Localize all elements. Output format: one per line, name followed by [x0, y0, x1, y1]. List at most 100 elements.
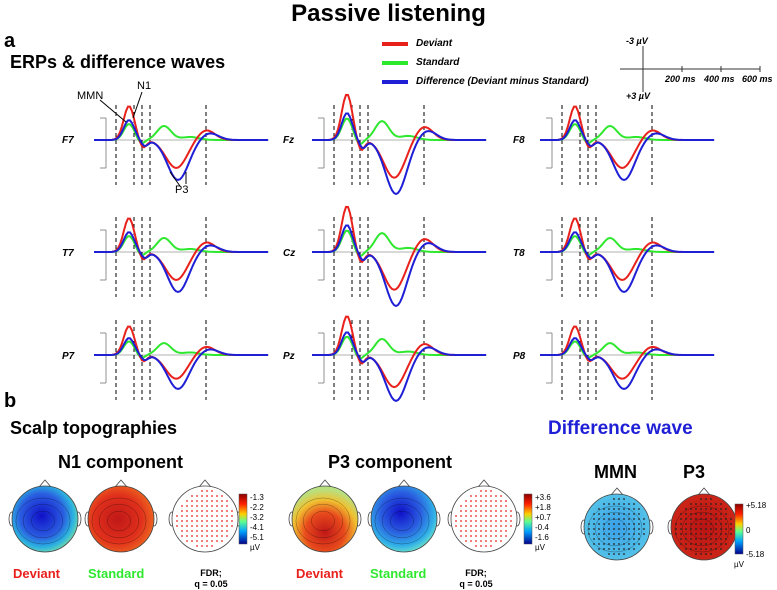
- n1-title: N1 component: [58, 452, 184, 472]
- topo-electrode-p3-fdr-49: [500, 515, 502, 517]
- scale-tick-600: 600 ms: [742, 74, 773, 84]
- n1-colorbar-labels: -1.3 -2.2 -3.2 -4.1 -5.1 µV: [250, 494, 264, 554]
- topo-electrode-p3-fdr-99: [480, 540, 482, 542]
- topo-electrode-diff-mmn-100: [618, 548, 620, 550]
- topo-scalp-n1-deviant: [11, 485, 79, 553]
- topo-electrode-diff-mmn-82: [623, 538, 625, 540]
- topo-electrode-diff-mmn-39: [643, 518, 645, 520]
- p3-colorbar-labels: +3.6 +1.8 +0.7 -0.4 -1.6 µV: [535, 494, 551, 554]
- topo-electrode-n1-fdr-83: [216, 530, 218, 532]
- topo-electrode-p3-fdr-33: [480, 510, 482, 512]
- topo-electrode-diff-p3-25: [710, 513, 712, 515]
- legend-standard: Standard: [382, 53, 589, 72]
- topo-electrode-n1-fdr-66: [186, 525, 188, 527]
- erp-difference-f7: [94, 119, 268, 182]
- erp-difference-fz: [312, 112, 486, 196]
- topo-contour-n1-standard-1: [98, 503, 139, 539]
- topo-electrode-diff-mmn-58: [618, 528, 620, 530]
- topo-electrode-diff-mmn-80: [613, 538, 615, 540]
- topo-electrode-n1-fdr-32: [196, 510, 198, 512]
- topo-electrode-n1-fdr-64: [176, 525, 178, 527]
- topo-electrode-diff-p3-48: [715, 523, 717, 525]
- topo-electrode-diff-p3-106: [705, 553, 707, 555]
- topo-electrode-diff-mmn-4: [608, 503, 610, 505]
- topo-contour-n1-standard-0: [107, 510, 131, 532]
- topo-electrode-p3-fdr-78: [470, 530, 472, 532]
- topo-electrode-n1-fdr-104: [196, 545, 198, 547]
- topo-electrode-n1-fdr-2: [211, 490, 213, 492]
- topo-electrode-n1-fdr-98: [196, 540, 198, 542]
- topo-electrode-n1-fdr-17: [221, 500, 223, 502]
- topo-electrode-p3-fdr-77: [465, 530, 467, 532]
- electrode-label-f8: F8: [513, 135, 525, 146]
- topo-contour-p3-deviant-1: [303, 503, 344, 539]
- erp-difference-p8: [540, 337, 714, 391]
- topo-contour-n1-deviant-0: [31, 510, 55, 532]
- topo-electrode-diff-mmn-68: [608, 533, 610, 535]
- legend-difference: Difference (Deviant minus Standard): [382, 72, 589, 91]
- topo-p3-fdr: [447, 479, 521, 553]
- p3-standard-label: Standard: [370, 566, 427, 581]
- topo-electrode-p3-fdr-43: [470, 515, 472, 517]
- topo-electrode-diff-p3-20: [685, 513, 687, 515]
- panel-b-letter: b: [4, 390, 17, 412]
- topo-electrode-p3-fdr-72: [495, 525, 497, 527]
- topo-electrode-n1-fdr-4: [196, 495, 198, 497]
- topo-electrode-n1-fdr-6: [206, 495, 208, 497]
- topo-electrode-p3-fdr-85: [505, 530, 507, 532]
- n1-cb-unit: µV: [250, 543, 260, 552]
- topo-electrode-p3-fdr-102: [495, 540, 497, 542]
- topo-electrode-p3-fdr-24: [485, 505, 487, 507]
- topo-electrode-p3-fdr-56: [475, 520, 477, 522]
- topo-electrode-diff-mmn-21: [603, 513, 605, 515]
- topo-electrode-p3-fdr-21: [470, 505, 472, 507]
- topo-contour-n1-deviant-2: [15, 497, 71, 545]
- topo-electrode-diff-p3-23: [700, 513, 702, 515]
- topo-electrode-p3-fdr-37: [500, 510, 502, 512]
- topo-electrode-diff-mmn-43: [603, 523, 605, 525]
- erp-plot-p8: [540, 320, 715, 400]
- topo-electrode-p3-fdr-106: [485, 545, 487, 547]
- topo-electrode-p3-fdr-54: [465, 520, 467, 522]
- p3-cb-label-3: -0.4: [535, 523, 549, 532]
- topo-electrode-diff-p3-92: [710, 543, 712, 545]
- topo-electrode-diff-mmn-8: [628, 503, 630, 505]
- topo-electrode-n1-fdr-65: [181, 525, 183, 527]
- erp-plot-t7: [94, 217, 269, 297]
- topo-electrode-n1-fdr-12: [196, 500, 198, 502]
- topo-scalp-p3-fdr: [450, 485, 518, 553]
- p3-cb-unit: µV: [535, 543, 545, 552]
- erp-difference-p7: [94, 337, 268, 391]
- topo-electrode-p3-fdr-6: [485, 495, 487, 497]
- topo-electrode-n1-fdr-45: [201, 515, 203, 517]
- topo-electrode-p3-fdr-103: [500, 540, 502, 542]
- topo-electrode-diff-p3-17: [720, 508, 722, 510]
- topo-electrode-diff-mmn-87: [598, 543, 600, 545]
- topo-electrode-p3-fdr-48: [495, 515, 497, 517]
- topo-scalp-n1-standard: [87, 485, 155, 553]
- p3-colorbar: [523, 493, 533, 545]
- topo-electrode-n1-fdr-85: [226, 530, 228, 532]
- topo-electrode-diff-p3-13: [700, 508, 702, 510]
- topo-electrode-p3-fdr-98: [475, 540, 477, 542]
- topo-electrode-n1-fdr-72: [216, 525, 218, 527]
- topo-electrode-diff-mmn-2: [623, 498, 625, 500]
- topo-electrode-p3-fdr-105: [480, 545, 482, 547]
- topo-electrode-p3-fdr-46: [485, 515, 487, 517]
- topo-electrode-n1-fdr-59: [211, 520, 213, 522]
- topo-electrode-p3-fdr-47: [490, 515, 492, 517]
- topo-electrode-diff-p3-16: [715, 508, 717, 510]
- topo-electrode-diff-mmn-85: [638, 538, 640, 540]
- topo-electrode-p3-fdr-44: [475, 515, 477, 517]
- topo-electrode-p3-fdr-53: [460, 520, 462, 522]
- topo-electrode-diff-mmn-59: [623, 528, 625, 530]
- topo-electrode-p3-fdr-5: [480, 495, 482, 497]
- topo-electrode-diff-mmn-77: [598, 538, 600, 540]
- topo-electrode-diff-p3-56: [695, 528, 697, 530]
- topo-electrode-diff-mmn-40: [588, 523, 590, 525]
- n1-cb-label-0: -1.3: [250, 493, 264, 502]
- topo-electrode-diff-mmn-66: [598, 533, 600, 535]
- topo-electrode-diff-p3-64: [675, 533, 677, 535]
- topo-electrode-p3-fdr-75: [510, 525, 512, 527]
- topo-electrode-diff-p3-9: [720, 503, 722, 505]
